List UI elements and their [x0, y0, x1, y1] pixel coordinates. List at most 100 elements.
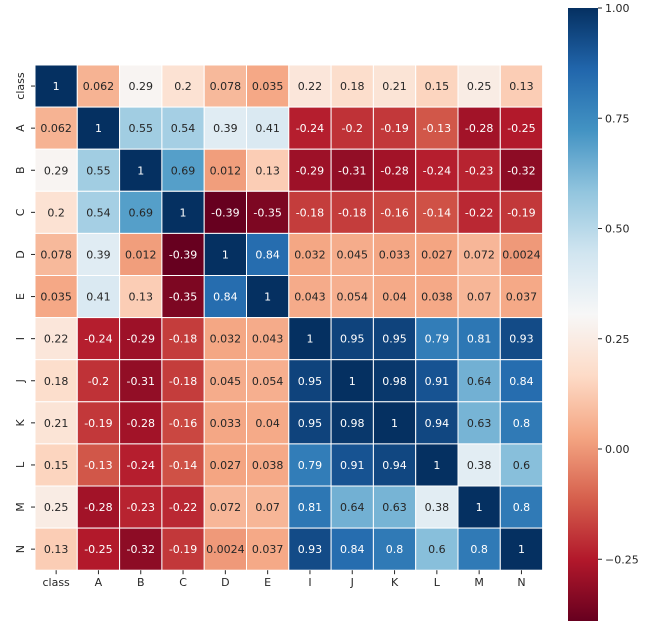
heatmap-cell: [499, 401, 544, 445]
cell-value-label: 0.045: [210, 375, 242, 388]
y-tick-label: class: [14, 72, 27, 100]
cell-value-label: 0.95: [298, 375, 323, 388]
cell-value-label: -0.14: [169, 459, 197, 472]
heatmap-cell: [330, 64, 374, 108]
cell-value-label: 0.38: [425, 501, 450, 514]
heatmap-cell: [457, 443, 501, 487]
cell-value-label: -0.28: [127, 417, 155, 430]
y-tick-label: B: [14, 166, 27, 174]
cell-value-label: 0.91: [425, 375, 450, 388]
heatmap-cell: [415, 317, 459, 361]
cell-value-label: 0.038: [421, 291, 453, 304]
cell-value-label: 0.13: [509, 80, 534, 93]
cell-value-label: 0.043: [294, 291, 326, 304]
heatmap-cell: [246, 485, 290, 529]
cell-value-label: -0.39: [211, 206, 239, 219]
colorbar-tick-label: 0.50: [605, 223, 630, 236]
cell-value-label: -0.22: [465, 206, 493, 219]
cell-value-label: 0.79: [425, 333, 450, 346]
heatmap-cell: [76, 443, 121, 487]
cell-value-label: 0.012: [125, 248, 157, 261]
heatmap-cell: [499, 527, 544, 571]
cell-value-label: 0.04: [255, 417, 280, 430]
heatmap-cell: [246, 64, 290, 108]
cell-value-label: 0.69: [171, 164, 196, 177]
y-tick-label: E: [14, 293, 27, 300]
heatmap-cell: [161, 317, 205, 361]
colorbar-tick-label: 0.25: [605, 333, 630, 346]
heatmap-cell: [499, 443, 544, 487]
cell-value-label: -0.19: [169, 543, 197, 556]
heatmap-cell: [161, 190, 205, 234]
cell-value-label: 0.22: [298, 80, 323, 93]
heatmap-cell: [288, 485, 332, 529]
heatmap-cell: [415, 106, 459, 150]
heatmap-cell: [246, 232, 290, 276]
cell-value-label: -0.35: [253, 206, 281, 219]
cell-value-label: -0.19: [507, 206, 535, 219]
colorbar-tick-label: 0.75: [605, 112, 630, 125]
x-axis: class A B C D E I J K L M N: [42, 570, 526, 589]
heatmap-cell: [76, 317, 121, 361]
heatmap-cell: [457, 401, 501, 445]
cell-value-label: -0.16: [380, 206, 408, 219]
heatmap-cell: [76, 527, 121, 571]
cell-value-label: 0.84: [213, 291, 238, 304]
y-axis: class A B C D E I J K L M N: [14, 72, 35, 553]
heatmap-cell: [415, 527, 459, 571]
heatmap-cell: [34, 317, 78, 361]
cell-value-label: 0.55: [86, 164, 111, 177]
cell-value-label: -0.19: [380, 122, 408, 135]
y-tick-label: I: [14, 337, 27, 340]
heatmap-cell: [34, 275, 78, 319]
cell-value-label: -0.18: [169, 333, 197, 346]
cell-value-label: -0.13: [84, 459, 112, 472]
cell-value-label: 1: [306, 333, 313, 346]
x-tick-label: D: [221, 576, 229, 589]
x-tick-label: M: [474, 576, 484, 589]
y-tick-label: D: [14, 250, 27, 258]
cell-value-label: 0.64: [340, 501, 365, 514]
heatmap-cell: [288, 232, 332, 276]
heatmap-cell: [330, 275, 374, 319]
cell-value-label: 0.032: [294, 248, 326, 261]
cell-value-label: -0.22: [169, 501, 197, 514]
heatmap-cell: [119, 401, 163, 445]
heatmap-cell: [161, 485, 205, 529]
y-tick-label: J: [14, 379, 27, 383]
cell-value-label: 0.98: [382, 375, 407, 388]
y-tick-label: N: [14, 545, 27, 553]
cell-value-label: -0.28: [84, 501, 112, 514]
cell-value-label: 0.15: [44, 459, 69, 472]
heatmap-cell: [499, 485, 544, 529]
cell-value-label: 0.6: [513, 459, 531, 472]
cell-value-label: 0.0024: [206, 543, 245, 556]
heatmap-cell: [246, 317, 290, 361]
heatmap-cell: [330, 443, 374, 487]
cell-value-label: -0.39: [169, 248, 197, 261]
cell-value-label: 1: [137, 164, 144, 177]
heatmap-cell: [288, 190, 332, 234]
heatmap-cell: [415, 64, 459, 108]
cell-value-label: 0.95: [382, 333, 407, 346]
heatmap-cell: [203, 317, 247, 361]
heatmap-cell: [203, 527, 247, 571]
cell-value-label: 0.13: [44, 543, 69, 556]
heatmap-cell: [203, 232, 247, 276]
cell-value-label: 0.037: [252, 543, 284, 556]
cell-value-label: 0.38: [467, 459, 492, 472]
heatmap-cell: [499, 106, 544, 150]
x-tick-label: class: [42, 576, 70, 589]
cell-value-label: 0.072: [210, 501, 242, 514]
cell-value-label: -0.19: [84, 417, 112, 430]
cell-value-label: 0.84: [509, 375, 534, 388]
cell-value-label: 0.2: [47, 206, 65, 219]
heatmap-cell: [161, 443, 205, 487]
heatmap-cell: [161, 359, 205, 403]
cell-value-label: 1: [95, 122, 102, 135]
heatmap-cell: [119, 148, 163, 192]
cell-value-label: -0.32: [127, 543, 155, 556]
heatmap-cell: [457, 232, 501, 276]
cell-value-label: -0.25: [84, 543, 112, 556]
x-tick-label: C: [179, 576, 187, 589]
